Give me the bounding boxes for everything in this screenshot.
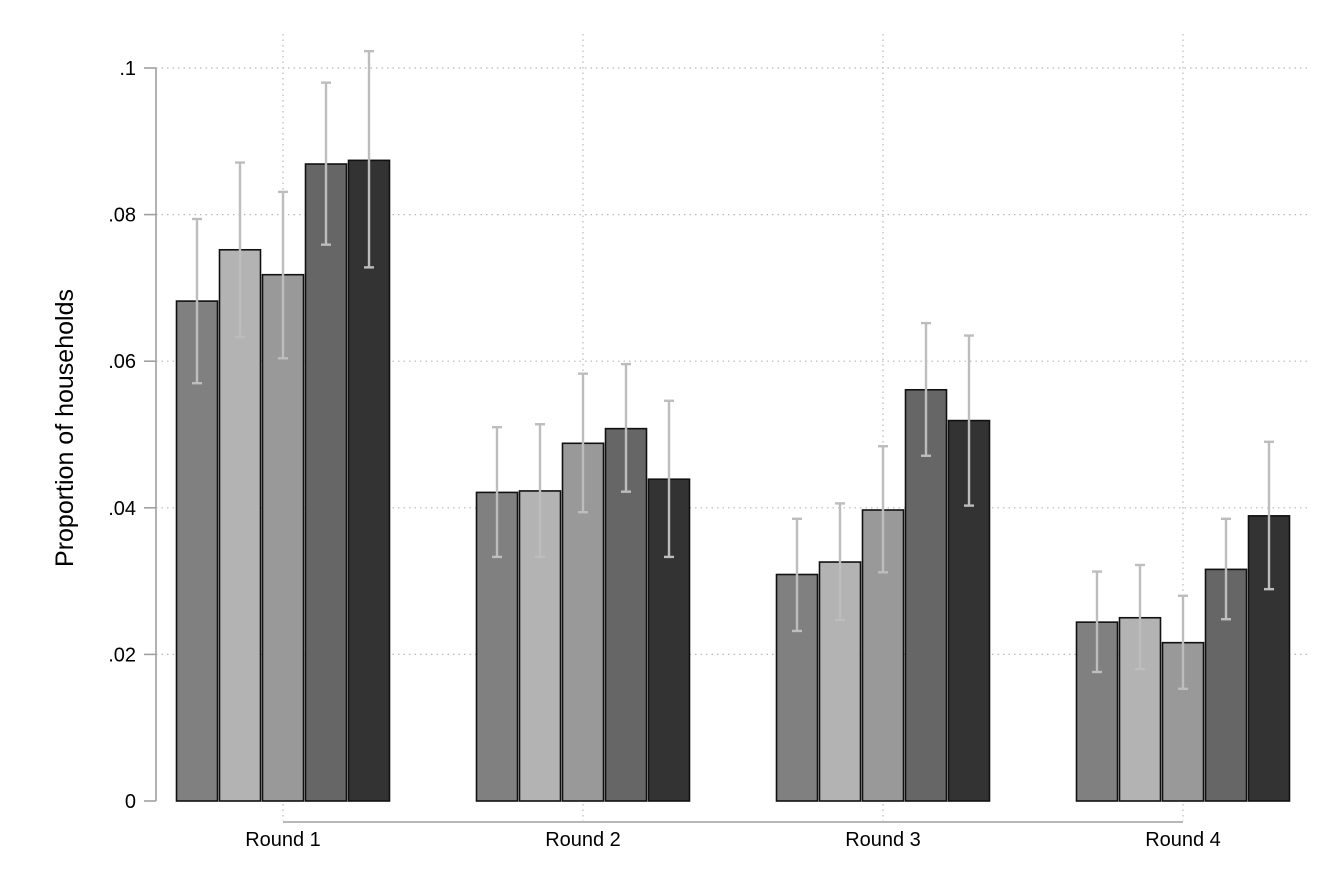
y-axis-title: Proportion of households bbox=[51, 289, 79, 567]
y-tick-label: .04 bbox=[108, 498, 136, 520]
y-tick-label: .08 bbox=[108, 205, 136, 227]
y-tick-label: .06 bbox=[108, 351, 136, 373]
error-bars bbox=[192, 49, 1274, 691]
x-tick-label: Round 2 bbox=[545, 829, 621, 851]
bar bbox=[218, 248, 262, 802]
bar bbox=[475, 491, 519, 802]
tick-labels: 0 .02 .04 .06 .08 .1 Round 1 Round 2 Round 3 Roun… bbox=[108, 58, 1221, 851]
bar bbox=[861, 509, 905, 802]
x-tick-label: Round 3 bbox=[845, 829, 921, 851]
y-tick-label: 0 bbox=[125, 791, 136, 813]
bar bbox=[304, 163, 348, 802]
bars bbox=[175, 159, 1291, 802]
bar bbox=[775, 573, 819, 802]
x-tick-label: Round 1 bbox=[245, 829, 321, 851]
y-tick-label: .1 bbox=[119, 58, 136, 80]
bar bbox=[904, 388, 948, 802]
y-tick-label: .02 bbox=[108, 644, 136, 666]
axes bbox=[144, 67, 1183, 823]
x-tick-label: Round 4 bbox=[1145, 829, 1221, 851]
